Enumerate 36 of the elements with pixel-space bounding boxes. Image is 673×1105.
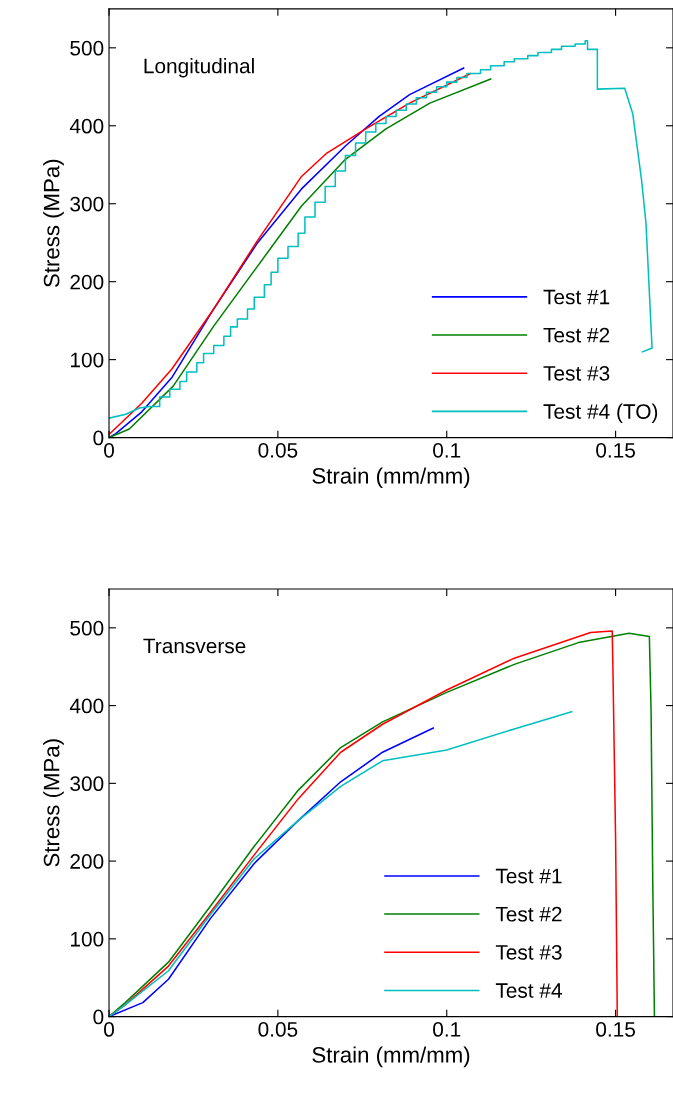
- annotation: Longitudinal: [144, 58, 254, 78]
- line-series: [109, 727, 434, 1017]
- legend-label: Test #4: [495, 983, 562, 998]
- y-tick-label: 100: [71, 352, 104, 368]
- y-tick-label: 400: [69, 698, 104, 714]
- y-tick-label: 500: [70, 40, 104, 56]
- legend-label: Test #1: [495, 868, 562, 884]
- x-tick-label: 0.1: [433, 442, 461, 458]
- y-axis-title: Stress (MPa): [43, 739, 64, 867]
- legend-label: Test #2: [543, 327, 610, 343]
- x-tick-label: 0.15: [596, 442, 635, 458]
- y-tick-label: 0: [93, 1009, 104, 1025]
- legend-label: Test #3: [495, 944, 562, 960]
- x-axis-title: Strain (mm/mm): [312, 1046, 470, 1068]
- x-tick-label: 0: [104, 1022, 114, 1037]
- y-tick-label: 300: [70, 196, 104, 212]
- x-tick-label: 0.15: [596, 1022, 635, 1037]
- x-tick-label: 0: [104, 442, 114, 458]
- legend-label: Test #3: [543, 365, 610, 381]
- y-tick-label: 200: [70, 274, 104, 290]
- x-tick-label: 0.05: [258, 1022, 298, 1037]
- y-tick-label: 400: [69, 118, 104, 134]
- x-axis-title: Strain (mm/mm): [312, 467, 470, 489]
- x-tick-label: 0.1: [433, 1022, 461, 1037]
- y-tick-label: 300: [70, 776, 104, 792]
- annotation: Transverse: [143, 638, 246, 654]
- y-tick-label: 200: [70, 854, 104, 869]
- y-tick-label: 100: [71, 931, 104, 947]
- y-tick-label: 0: [93, 430, 104, 446]
- legend-label: Test #2: [495, 906, 562, 922]
- legend-label: Test #1: [543, 289, 610, 305]
- y-tick-label: 500: [70, 620, 104, 636]
- legend-label: Test #4 (TO): [543, 403, 658, 423]
- line-series: [109, 711, 573, 1017]
- x-tick-label: 0.05: [258, 442, 298, 458]
- y-axis-title: Stress (MPa): [43, 159, 64, 288]
